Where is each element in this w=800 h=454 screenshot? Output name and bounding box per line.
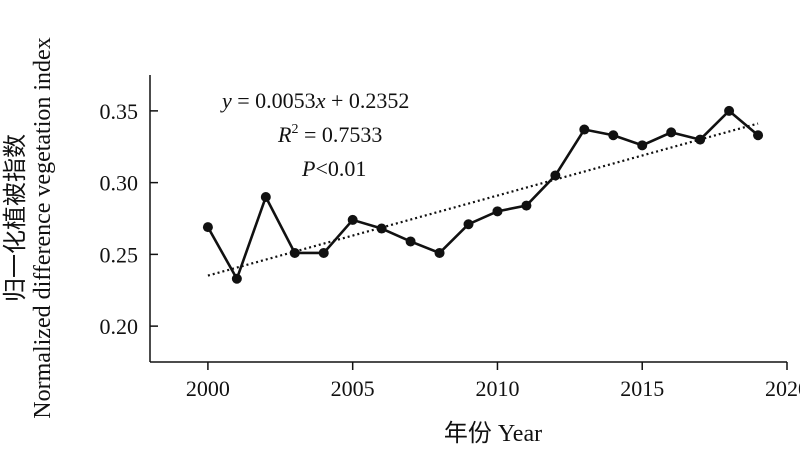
r2-r: R: [277, 122, 292, 147]
data-point: [666, 127, 677, 138]
data-point: [550, 170, 561, 181]
x-axis-title: 年份 Year: [444, 420, 542, 447]
x-tick-label: 2020: [765, 376, 800, 401]
data-point: [724, 105, 735, 116]
regression-equation: y = 0.0053x + 0.2352: [220, 88, 409, 113]
y-tick-label: 0.30: [100, 171, 139, 196]
eq-y: y: [220, 88, 232, 113]
y-axis-title-en: Normalized difference vegetation index: [30, 37, 56, 418]
data-point: [405, 236, 416, 247]
data-point: [260, 191, 271, 202]
data-point: [753, 130, 764, 141]
data-point: [318, 247, 329, 258]
y-tick-label: 0.25: [100, 242, 139, 267]
data-point: [579, 124, 590, 135]
data-point: [608, 130, 619, 141]
eq-x: x: [315, 88, 326, 113]
data-point: [376, 223, 387, 234]
eq-end: + 0.2352: [325, 88, 409, 113]
data-point: [637, 140, 648, 151]
data-point: [202, 222, 213, 233]
p-value-label: P<0.01: [301, 156, 366, 181]
x-tick-label: 2000: [186, 376, 230, 401]
r2-val: = 0.7533: [298, 122, 382, 147]
p-p: P: [301, 156, 315, 181]
data-point: [492, 206, 503, 217]
y-ticks: 0.20 0.25 0.30 0.35: [100, 99, 158, 339]
data-point: [434, 247, 445, 258]
y-tick-label: 0.35: [100, 99, 139, 124]
r-squared-label: R2 = 0.7533: [277, 122, 382, 147]
ndvi-series-points: [202, 105, 764, 284]
y-axis-title-cn: 归一化植被指数: [2, 134, 29, 302]
x-tick-label: 2010: [475, 376, 519, 401]
data-point: [695, 134, 706, 145]
p-val: <0.01: [315, 156, 366, 181]
data-point: [463, 219, 474, 230]
x-tick-label: 2015: [620, 376, 664, 401]
x-tick-label: 2005: [331, 376, 375, 401]
data-point: [231, 273, 242, 284]
eq-mid: = 0.0053: [232, 88, 316, 113]
r2-sup: 2: [291, 122, 298, 137]
data-point: [289, 247, 300, 258]
trend-line: [207, 122, 759, 277]
data-point: [347, 214, 358, 225]
data-point: [521, 200, 532, 211]
y-tick-label: 0.20: [100, 314, 139, 339]
x-ticks: 2000 2005 2010 2015 2020: [186, 362, 800, 401]
